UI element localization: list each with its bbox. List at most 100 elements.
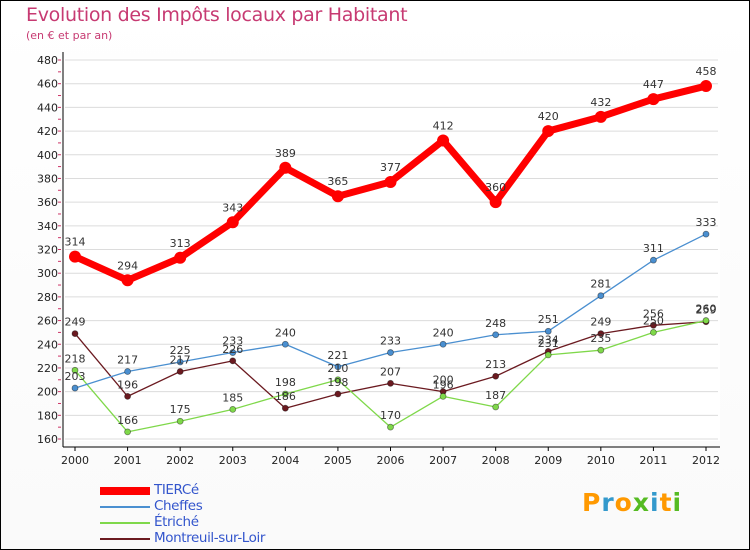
data-label: 187: [485, 389, 506, 402]
series-montreuil-sur-loir: [71, 318, 710, 412]
data-label: 250: [643, 314, 664, 327]
chart-title: Evolution des Impôts locaux par Habitant: [26, 4, 408, 26]
data-label: 294: [117, 259, 138, 272]
data-label: 166: [117, 414, 138, 427]
y-tick-label: 440: [37, 101, 58, 114]
data-point: [702, 317, 710, 324]
data-label: 313: [170, 237, 191, 250]
legend-label: Montreuil-sur-Loir: [154, 530, 266, 546]
data-point: [492, 372, 500, 380]
data-point: [229, 405, 237, 413]
data-label: 203: [65, 370, 86, 383]
legend-swatch: [100, 487, 150, 495]
logo-letter: t: [659, 488, 673, 517]
logo-letter: x: [632, 488, 650, 517]
data-point: [650, 321, 657, 329]
legend-swatch: [100, 522, 150, 524]
x-tick-label: 2003: [219, 454, 247, 467]
data-label: 233: [222, 335, 243, 348]
logo-letter: i: [672, 488, 683, 517]
data-label: 196: [117, 378, 138, 391]
series--trich-: [71, 317, 710, 436]
data-label: 389: [275, 147, 296, 160]
y-tick-label: 460: [37, 78, 58, 91]
data-label: 432: [590, 96, 611, 109]
data-label: 233: [380, 335, 401, 348]
x-tick-label: 2008: [482, 454, 510, 467]
y-tick-label: 400: [37, 149, 58, 162]
data-label: 259: [696, 304, 717, 317]
x-tick-label: 2001: [114, 454, 142, 467]
x-tick-label: 2011: [639, 454, 667, 467]
data-label: 217: [117, 353, 138, 366]
y-tick-label: 260: [37, 315, 58, 328]
data-label: 314: [65, 236, 86, 249]
data-point: [384, 175, 397, 188]
data-point: [702, 230, 710, 238]
y-tick-label: 420: [37, 125, 58, 138]
data-label: 251: [538, 313, 559, 326]
data-point: [597, 346, 605, 354]
data-label: 170: [380, 409, 401, 422]
data-point: [174, 251, 187, 264]
data-point: [700, 80, 712, 93]
x-tick-label: 2002: [166, 454, 194, 467]
data-label: 200: [433, 374, 454, 387]
data-point: [334, 376, 342, 384]
series-cheffes: [71, 230, 710, 392]
x-tick-label: 2009: [534, 454, 562, 467]
y-tick-label: 320: [37, 244, 58, 257]
series-tierc-: [69, 80, 712, 287]
y-tick-label: 300: [37, 267, 58, 280]
data-point: [71, 330, 79, 337]
data-point: [124, 368, 131, 375]
data-label: 198: [275, 376, 296, 389]
data-point: [597, 330, 605, 337]
data-label: 186: [275, 390, 296, 403]
legend-label: Cheffes: [154, 498, 203, 514]
legend-label: Étriché: [154, 514, 199, 530]
data-label: 260: [696, 303, 717, 316]
logo-letter: r: [601, 488, 615, 517]
data-point: [597, 292, 605, 300]
data-point: [544, 327, 552, 335]
data-point: [71, 384, 79, 392]
logo-letter: o: [614, 488, 633, 517]
data-point: [124, 392, 131, 400]
data-label: 311: [643, 242, 664, 255]
data-point: [387, 379, 394, 387]
data-label: 412: [433, 120, 454, 133]
data-label: 365: [327, 175, 348, 188]
data-point: [281, 390, 289, 398]
data-point: [492, 331, 500, 339]
data-label: 235: [590, 332, 611, 345]
data-point: [176, 417, 184, 425]
x-tick-label: 2006: [377, 454, 405, 467]
y-tick-label: 280: [37, 291, 58, 304]
data-label: 256: [643, 307, 664, 320]
data-point: [279, 161, 292, 174]
data-point: [542, 125, 555, 138]
data-point: [439, 392, 447, 400]
data-point: [331, 190, 344, 203]
data-point: [594, 110, 607, 123]
data-label: 248: [485, 317, 506, 330]
data-point: [647, 93, 660, 106]
data-point: [226, 216, 239, 229]
data-point: [124, 428, 131, 436]
data-label: 249: [65, 316, 86, 329]
data-label: 175: [170, 403, 191, 416]
data-point: [281, 340, 289, 348]
data-point: [334, 363, 342, 371]
data-label: 343: [222, 201, 243, 214]
data-point: [544, 351, 552, 359]
data-label: 249: [590, 316, 611, 329]
data-label: 226: [222, 343, 243, 356]
data-label: 281: [590, 278, 611, 291]
data-point: [281, 404, 289, 412]
data-label: 196: [433, 378, 454, 391]
x-tick-label: 2012: [692, 454, 720, 467]
data-point: [229, 349, 237, 356]
data-point: [69, 250, 81, 263]
